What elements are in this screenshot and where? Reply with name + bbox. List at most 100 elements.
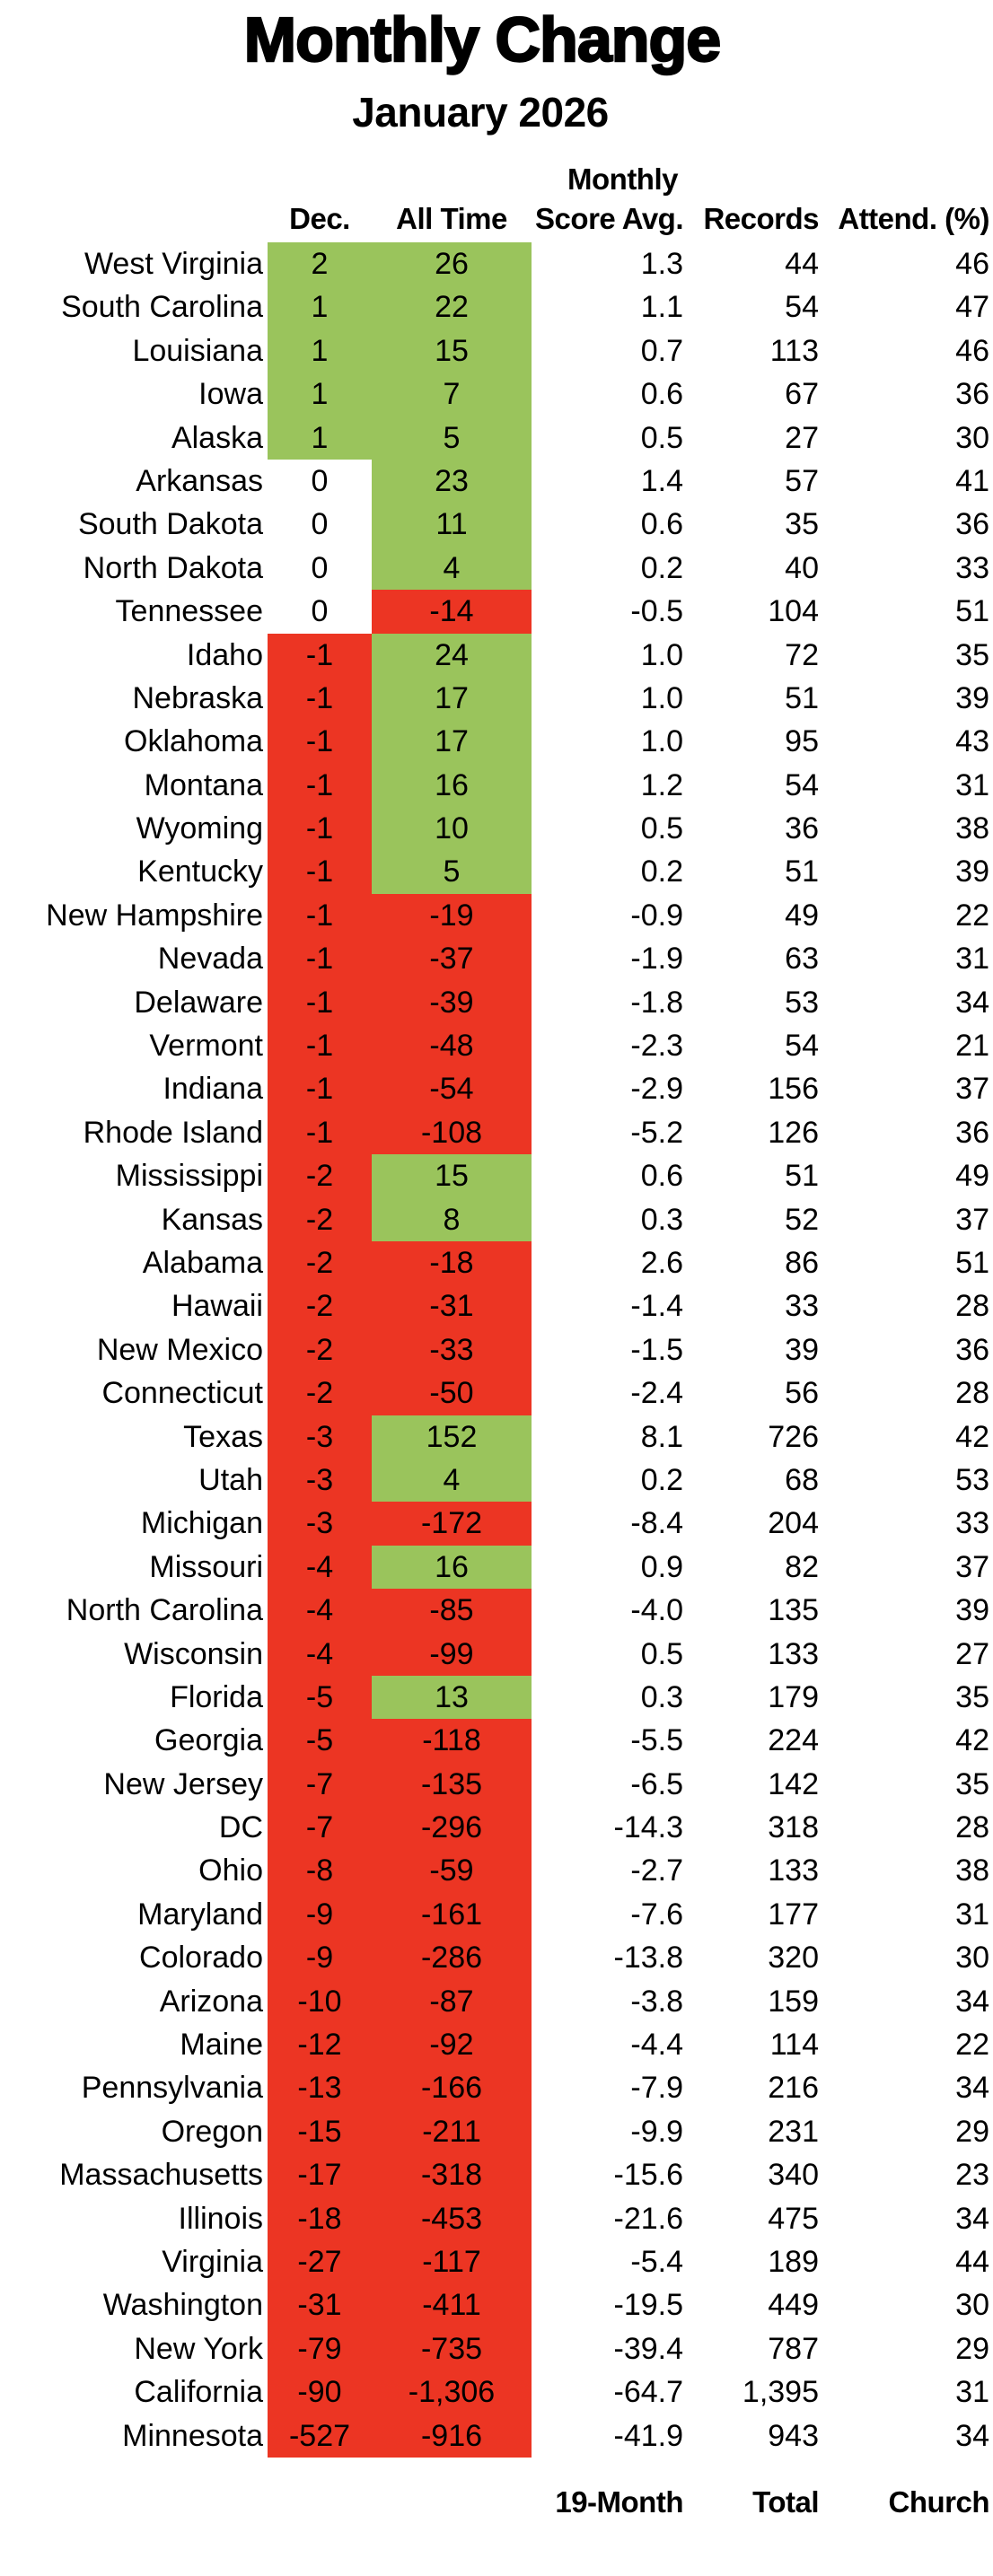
table-row: Wyoming -1 10 0.5 36 38 bbox=[0, 807, 993, 851]
attend-pct-cell: 42 bbox=[955, 1723, 989, 1758]
monthly-score-avg-cell: 0.3 bbox=[640, 1202, 683, 1237]
column-header-monthly: Monthly bbox=[567, 162, 678, 196]
state-name-cell: Maine bbox=[180, 2028, 263, 2063]
attend-pct-cell: 35 bbox=[955, 637, 989, 672]
state-change-table: Monthly Dec. All Time Score Avg. Records… bbox=[0, 162, 993, 2520]
all-time-change-cell: 15 bbox=[372, 329, 532, 373]
table-row: Mississippi -2 15 0.6 51 49 bbox=[0, 1154, 993, 1198]
monthly-score-avg-cell: 1.0 bbox=[640, 637, 683, 672]
attend-pct-cell: 39 bbox=[955, 1593, 989, 1628]
state-name-cell: Pennsylvania bbox=[81, 2071, 263, 2106]
table-row: Montana -1 16 1.2 54 31 bbox=[0, 763, 993, 808]
state-name-cell: Utah bbox=[198, 1462, 263, 1497]
records-cell: 40 bbox=[785, 550, 819, 585]
records-cell: 135 bbox=[768, 1593, 819, 1628]
table-footer-row: 19-Month Total Church bbox=[0, 2458, 993, 2520]
records-cell: 68 bbox=[785, 1462, 819, 1497]
records-cell: 49 bbox=[785, 898, 819, 933]
page-title: Monthly Change bbox=[243, 4, 723, 75]
all-time-change-cell: 13 bbox=[372, 1675, 532, 1720]
all-time-change-cell: -50 bbox=[372, 1371, 532, 1415]
attend-pct-cell: 34 bbox=[955, 2418, 989, 2453]
table-row: Utah -3 4 0.2 68 53 bbox=[0, 1458, 993, 1503]
state-name-cell: Michigan bbox=[140, 1506, 263, 1541]
state-name-cell: New York bbox=[134, 2331, 263, 2366]
dec-change-cell: -13 bbox=[268, 2066, 372, 2110]
monthly-score-avg-cell: -3.8 bbox=[630, 1984, 683, 2019]
records-cell: 53 bbox=[785, 985, 819, 1020]
attend-pct-cell: 21 bbox=[955, 1029, 989, 1064]
state-name-cell: Texas bbox=[183, 1419, 263, 1454]
attend-pct-cell: 39 bbox=[955, 680, 989, 715]
table-row: DC -7 -296 -14.3 318 28 bbox=[0, 1806, 993, 1850]
state-name-cell: Nevada bbox=[157, 942, 263, 977]
dec-change-cell: -4 bbox=[268, 1632, 372, 1676]
monthly-score-avg-cell: -15.6 bbox=[613, 2158, 684, 2193]
table-row: Oregon -15 -211 -9.9 231 29 bbox=[0, 2109, 993, 2154]
state-name-cell: Hawaii bbox=[171, 1289, 263, 1324]
attend-pct-cell: 30 bbox=[955, 1941, 989, 1976]
records-cell: 156 bbox=[768, 1072, 819, 1107]
monthly-score-avg-cell: -2.9 bbox=[630, 1072, 683, 1107]
monthly-score-avg-cell: -9.9 bbox=[630, 2114, 683, 2149]
dec-change-cell: -18 bbox=[268, 2196, 372, 2240]
monthly-score-avg-cell: -14.3 bbox=[613, 1810, 684, 1845]
all-time-change-cell: 15 bbox=[372, 1154, 532, 1198]
records-cell: 159 bbox=[768, 1984, 819, 2019]
attend-pct-cell: 31 bbox=[955, 1897, 989, 1932]
column-header-score-avg: Score Avg. bbox=[535, 202, 683, 235]
monthly-score-avg-cell: -2.3 bbox=[630, 1029, 683, 1064]
dec-change-cell: 1 bbox=[268, 329, 372, 373]
state-name-cell: Florida bbox=[170, 1679, 263, 1714]
monthly-score-avg-cell: -1.5 bbox=[630, 1332, 683, 1367]
all-time-change-cell: -33 bbox=[372, 1327, 532, 1372]
state-name-cell: Montana bbox=[144, 767, 263, 802]
dec-change-cell: -79 bbox=[268, 2326, 372, 2371]
footer-label-19-month: 19-Month bbox=[555, 2484, 683, 2519]
all-time-change-cell: 26 bbox=[372, 242, 532, 286]
attend-pct-cell: 36 bbox=[955, 1115, 989, 1150]
attend-pct-cell: 29 bbox=[955, 2114, 989, 2149]
all-time-change-cell: -411 bbox=[372, 2283, 532, 2327]
dec-change-cell: 0 bbox=[311, 594, 329, 629]
state-name-cell: Iowa bbox=[198, 377, 263, 412]
table-row: Pennsylvania -13 -166 -7.9 216 34 bbox=[0, 2066, 993, 2110]
column-header-state bbox=[0, 196, 268, 242]
state-name-cell: Nebraska bbox=[132, 680, 263, 715]
table-row: Indiana -1 -54 -2.9 156 37 bbox=[0, 1067, 993, 1111]
dec-change-cell: -31 bbox=[268, 2283, 372, 2327]
table-row: South Carolina 1 22 1.1 54 47 bbox=[0, 285, 993, 329]
all-time-change-cell: -37 bbox=[372, 937, 532, 981]
dec-change-cell: -5 bbox=[268, 1675, 372, 1720]
dec-change-cell: -4 bbox=[268, 1589, 372, 1633]
state-name-cell: West Virginia bbox=[83, 247, 263, 281]
monthly-score-avg-cell: -6.5 bbox=[630, 1766, 683, 1801]
all-time-change-cell: 4 bbox=[372, 546, 532, 591]
records-cell: 177 bbox=[768, 1897, 819, 1932]
state-name-cell: New Mexico bbox=[96, 1332, 263, 1367]
state-name-cell: Alaska bbox=[171, 420, 263, 455]
all-time-change-cell: -99 bbox=[372, 1632, 532, 1676]
table-row: Tennessee 0 -14 -0.5 104 51 bbox=[0, 590, 993, 634]
monthly-score-avg-cell: -0.9 bbox=[630, 898, 683, 933]
monthly-score-avg-cell: 0.5 bbox=[640, 1636, 683, 1671]
all-time-change-cell: -14 bbox=[372, 590, 532, 634]
all-time-change-cell: -453 bbox=[372, 2196, 532, 2240]
dec-change-cell: -1 bbox=[268, 763, 372, 808]
attend-pct-cell: 42 bbox=[955, 1419, 989, 1454]
attend-pct-cell: 30 bbox=[955, 2288, 989, 2323]
state-name-cell: Virginia bbox=[162, 2244, 263, 2279]
table-row: Nevada -1 -37 -1.9 63 31 bbox=[0, 937, 993, 981]
all-time-change-cell: -87 bbox=[372, 1979, 532, 2024]
records-cell: 133 bbox=[768, 1636, 819, 1671]
records-cell: 51 bbox=[785, 1159, 819, 1194]
all-time-change-cell: -19 bbox=[372, 893, 532, 938]
all-time-change-cell: 11 bbox=[372, 503, 532, 547]
attend-pct-cell: 34 bbox=[955, 1984, 989, 2019]
attend-pct-cell: 51 bbox=[955, 1245, 989, 1280]
records-cell: 35 bbox=[785, 507, 819, 542]
monthly-score-avg-cell: 0.2 bbox=[640, 1462, 683, 1497]
dec-change-cell: 1 bbox=[268, 285, 372, 329]
dec-change-cell: -1 bbox=[268, 980, 372, 1025]
dec-change-cell: -5 bbox=[268, 1719, 372, 1763]
